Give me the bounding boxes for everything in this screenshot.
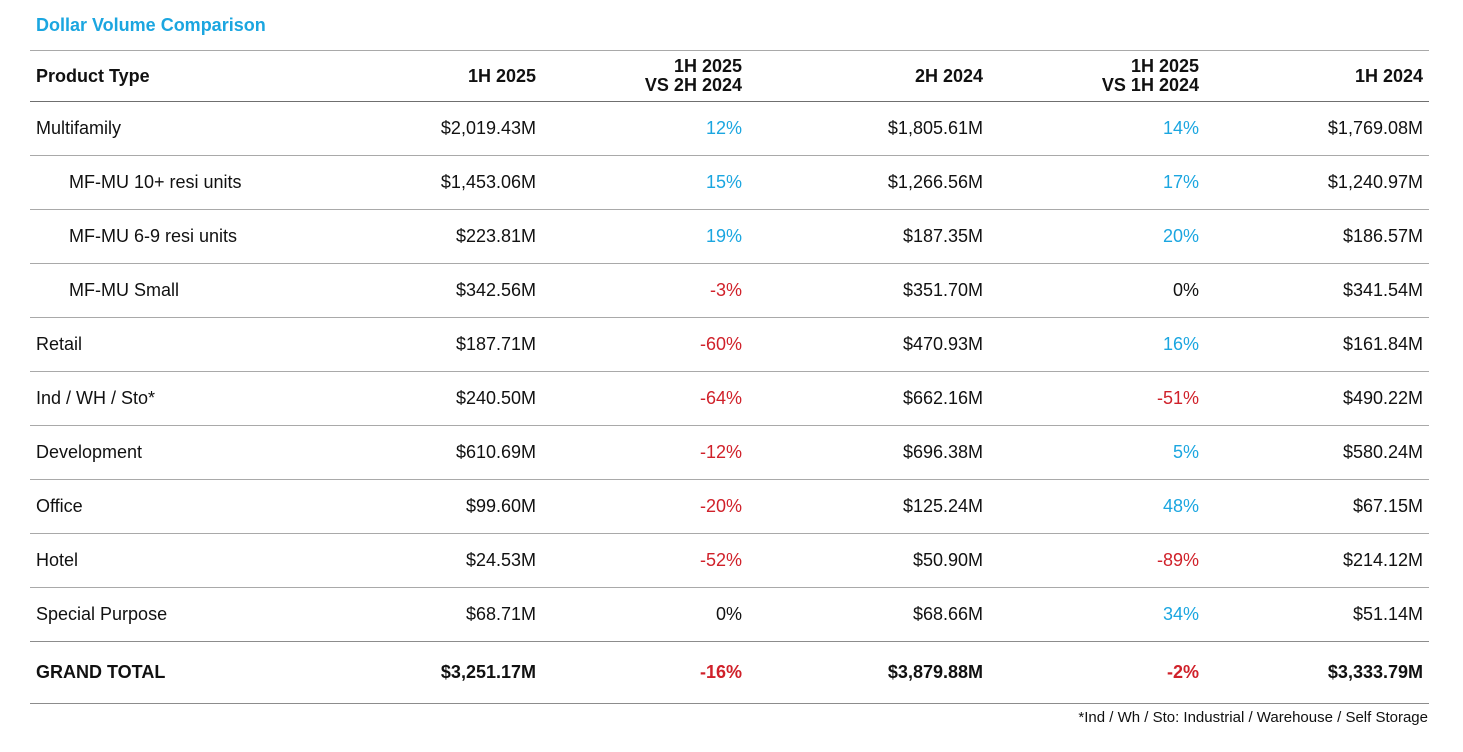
row-product-type: Hotel: [36, 550, 79, 570]
row-vs-2h-2024: -52%: [699, 550, 742, 570]
table-row: Retail $187.71M -60% $470.93M 16% $161.84M: [30, 318, 1429, 372]
row-1h-2024: $490.22M: [1342, 388, 1423, 408]
row-2h-2024: $1,266.56M: [887, 172, 983, 192]
row-vs-1h-2024: 48%: [1162, 496, 1199, 516]
row-1h-2025: $342.56M: [455, 280, 536, 300]
row-2h-2024: $50.90M: [912, 550, 983, 570]
table-row: Development $610.69M -12% $696.38M 5% $580.24…: [30, 426, 1429, 480]
table-row: MF-MU 6-9 resi units $223.81M 19% $187.35M 2…: [30, 210, 1429, 264]
row-1h-2025: $2,019.43M: [440, 118, 536, 138]
row-product-type: Special Purpose: [36, 604, 168, 624]
row-vs-1h-2024: 34%: [1162, 604, 1199, 624]
dollar-volume-table: Product Type 1H 2025 1H 2025 VS 2H 2024 …: [30, 50, 1429, 704]
row-1h-2025: $610.69M: [455, 442, 536, 462]
row-1h-2025: $240.50M: [455, 388, 536, 408]
row-1h-2024: $580.24M: [1342, 442, 1423, 462]
row-vs-1h-2024: 20%: [1162, 226, 1199, 246]
row-1h-2025: $223.81M: [455, 226, 536, 246]
table-header-row: Product Type 1H 2025 1H 2025 VS 2H 2024 …: [30, 50, 1429, 102]
header-1h-2025: 1H 2025: [467, 65, 536, 86]
header-product-type: Product Type: [36, 65, 150, 86]
row-product-type: Ind / WH / Sto*: [36, 388, 156, 408]
total-1h-2024: $3,333.79M: [1327, 662, 1423, 682]
table-row: Ind / WH / Sto* $240.50M -64% $662.16M -51% $…: [30, 372, 1429, 426]
row-product-type: MF-MU 10+ resi units: [69, 172, 242, 192]
row-vs-2h-2024: -3%: [709, 280, 742, 300]
row-vs-2h-2024: -60%: [699, 334, 742, 354]
header-2h-2024: 2H 2024: [914, 65, 983, 86]
row-vs-2h-2024: 0%: [715, 604, 742, 624]
row-1h-2024: $341.54M: [1342, 280, 1423, 300]
total-1h-2025: $3,251.17M: [440, 662, 536, 682]
header-1h2025-vs-1h2024: 1H 2025 VS 1H 2024: [983, 57, 1199, 95]
row-vs-1h-2024: 0%: [1172, 280, 1199, 300]
header-1h2025-vs-2h2024: 1H 2025 VS 2H 2024: [536, 57, 742, 95]
row-product-type: Office: [36, 496, 83, 516]
row-1h-2024: $1,769.08M: [1327, 118, 1423, 138]
table-row: MF-MU 10+ resi units $1,453.06M 15% $1,266.…: [30, 156, 1429, 210]
grand-total-row: GRAND TOTAL $3,251.17M -16% $3,879.88M -…: [30, 642, 1429, 704]
row-product-type: Multifamily: [36, 118, 122, 138]
page-title: Dollar Volume Comparison: [36, 15, 266, 35]
row-2h-2024: $696.38M: [902, 442, 983, 462]
row-vs-1h-2024: 17%: [1162, 172, 1199, 192]
row-1h-2025: $187.71M: [455, 334, 536, 354]
total-vs-2h-2024: -16%: [699, 662, 742, 682]
row-vs-2h-2024: 12%: [705, 118, 742, 138]
header-1h-2024: 1H 2024: [1354, 65, 1423, 86]
table-row: Hotel $24.53M -52% $50.90M -89% $214.12M: [30, 534, 1429, 588]
table-row: MF-MU Small $342.56M -3% $351.70M 0% $341.54M: [30, 264, 1429, 318]
row-vs-2h-2024: 19%: [705, 226, 742, 246]
table-row: Office $99.60M -20% $125.24M 48% $67.15M: [30, 480, 1429, 534]
row-product-type: Retail: [36, 334, 83, 354]
row-product-type: MF-MU 6-9 resi units: [69, 226, 238, 246]
row-vs-1h-2024: 16%: [1162, 334, 1199, 354]
header-line: 1H 2025: [673, 56, 742, 76]
row-vs-1h-2024: -51%: [1156, 388, 1199, 408]
row-1h-2024: $1,240.97M: [1327, 172, 1423, 192]
row-2h-2024: $125.24M: [902, 496, 983, 516]
row-1h-2024: $51.14M: [1352, 604, 1423, 624]
row-1h-2025: $99.60M: [465, 496, 536, 516]
total-label: GRAND TOTAL: [36, 662, 166, 682]
row-product-type: Development: [36, 442, 143, 462]
table-row: Multifamily $2,019.43M 12% $1,805.61M 14% $1,…: [30, 102, 1429, 156]
row-vs-1h-2024: 5%: [1172, 442, 1199, 462]
row-2h-2024: $187.35M: [902, 226, 983, 246]
row-vs-2h-2024: -64%: [699, 388, 742, 408]
row-1h-2024: $214.12M: [1342, 550, 1423, 570]
row-product-type: MF-MU Small: [69, 280, 179, 300]
row-vs-2h-2024: -20%: [699, 496, 742, 516]
row-2h-2024: $1,805.61M: [887, 118, 983, 138]
header-line: 1H 2025: [1130, 56, 1199, 76]
total-vs-1h-2024: -2%: [1166, 662, 1199, 682]
row-1h-2025: $24.53M: [465, 550, 536, 570]
row-vs-1h-2024: 14%: [1162, 118, 1199, 138]
row-1h-2025: $1,453.06M: [440, 172, 536, 192]
total-2h-2024: $3,879.88M: [887, 662, 983, 682]
row-vs-2h-2024: -12%: [699, 442, 742, 462]
row-1h-2024: $161.84M: [1342, 334, 1423, 354]
row-2h-2024: $662.16M: [902, 388, 983, 408]
row-vs-1h-2024: -89%: [1156, 550, 1199, 570]
row-1h-2024: $67.15M: [1352, 496, 1423, 516]
row-vs-2h-2024: 15%: [705, 172, 742, 192]
row-2h-2024: $68.66M: [912, 604, 983, 624]
header-line: VS 2H 2024: [644, 75, 742, 95]
row-2h-2024: $470.93M: [902, 334, 983, 354]
row-1h-2024: $186.57M: [1342, 226, 1423, 246]
footnote: *Ind / Wh / Sto: Industrial / Warehouse …: [1078, 709, 1428, 726]
header-line: VS 1H 2024: [1101, 75, 1199, 95]
row-2h-2024: $351.70M: [902, 280, 983, 300]
row-1h-2025: $68.71M: [465, 604, 536, 624]
table-row: Special Purpose $68.71M 0% $68.66M 34% $51.14…: [30, 588, 1429, 642]
